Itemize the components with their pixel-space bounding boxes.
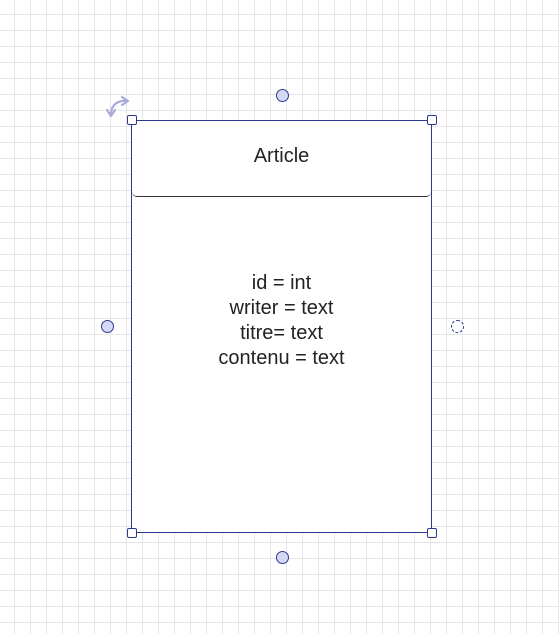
entity-header[interactable]: Article (132, 121, 431, 197)
resize-handle-bottom-left[interactable] (127, 528, 137, 538)
resize-handle-bottom-right[interactable] (427, 528, 437, 538)
entity-field: writer = text (229, 296, 334, 319)
rotate-icon[interactable] (106, 95, 132, 119)
connection-point-top[interactable] (276, 89, 289, 102)
connection-point-right[interactable] (451, 320, 464, 333)
entity-field: id = int (251, 271, 312, 294)
resize-handle-top-left[interactable] (127, 115, 137, 125)
entity-field: titre= text (240, 321, 323, 344)
connection-point-left[interactable] (101, 320, 114, 333)
connection-point-bottom[interactable] (276, 551, 289, 564)
entity-title: Article (253, 145, 310, 167)
entity-shape[interactable]: Article id = int writer = text titre= te… (131, 120, 432, 533)
entity-field: contenu = text (218, 346, 345, 369)
resize-handle-top-right[interactable] (427, 115, 437, 125)
entity-body[interactable]: id = int writer = text titre= text conte… (132, 197, 431, 532)
